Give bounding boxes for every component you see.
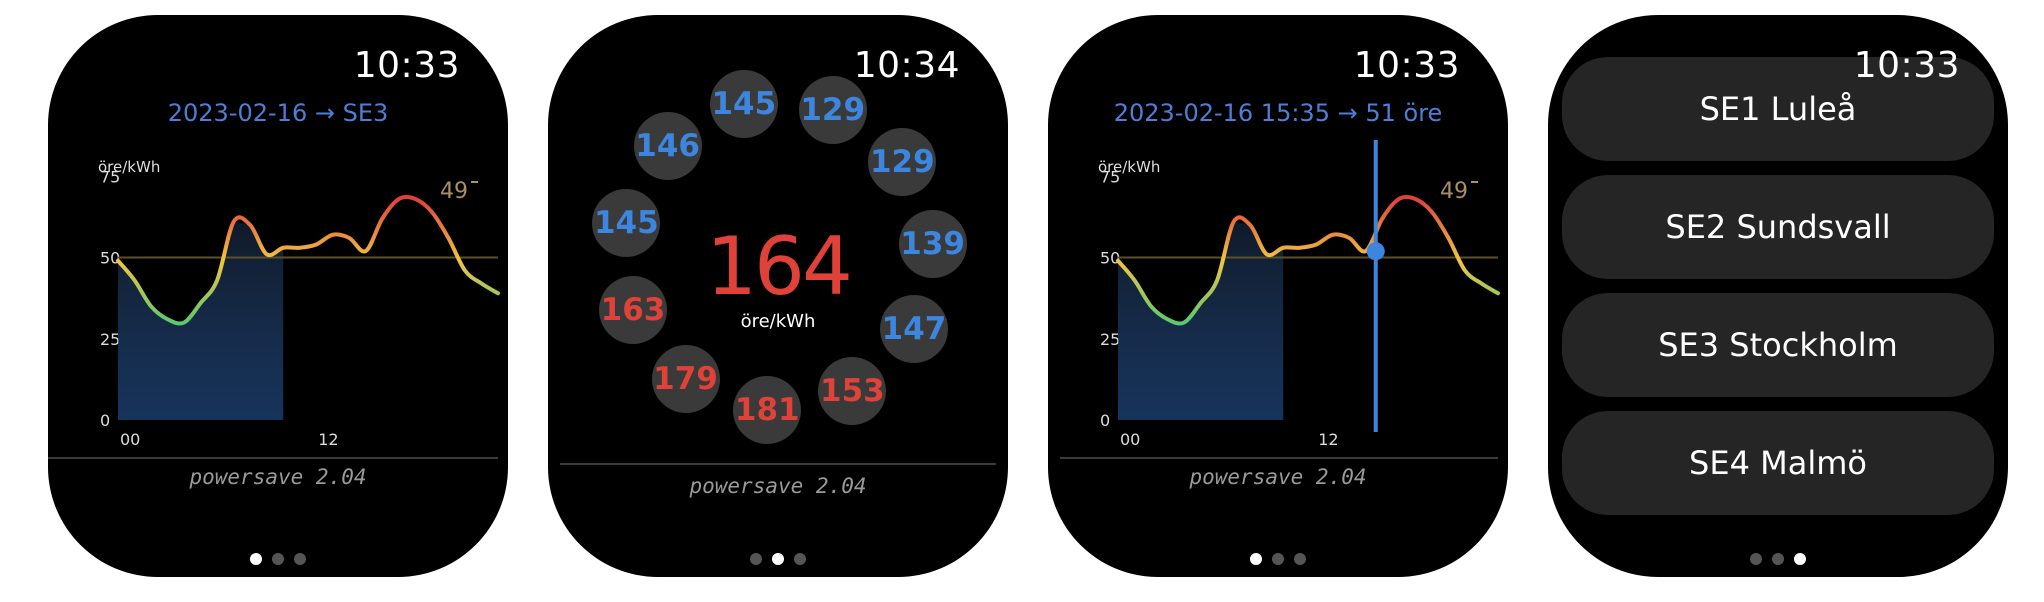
x-tick-label: 12 <box>1318 430 1338 449</box>
region-button-se1[interactable]: SE1 Luleå <box>1562 57 1994 161</box>
region-button-se2[interactable]: SE2 Sundsvall <box>1562 175 1994 279</box>
page-dot-3 <box>1294 553 1306 565</box>
page-dot-2 <box>1772 553 1784 565</box>
price-chart[interactable]: öre/kWh 0 25 50 75 00 12 49 <box>58 140 508 460</box>
page-dot-3 <box>794 553 806 565</box>
hour-price-bubble: 145 <box>709 69 778 138</box>
y-tick-label: 50 <box>100 249 120 268</box>
current-price: 164 <box>706 220 853 313</box>
clock: 10:33 <box>1853 45 1960 86</box>
hour-price-bubble: 145 <box>592 188 661 257</box>
x-tick-label: 12 <box>318 430 338 449</box>
clock: 10:33 <box>353 45 460 86</box>
watch-screen-chart: 10:33 2023-02-16 → SE3 öre/kWh 0 25 50 75 00 1… <box>48 15 508 577</box>
price-chart[interactable]: öre/kWh 0 25 50 75 00 12 49 <box>1058 140 1508 460</box>
y-tick-label: 75 <box>1100 167 1120 186</box>
page-dot-3 <box>294 553 306 565</box>
price-line <box>116 194 500 326</box>
hour-price-bubble: 147 <box>880 295 949 364</box>
past-hours-area <box>1118 221 1284 420</box>
hour-price-bubble: 163 <box>599 275 668 344</box>
app-version-footer: powersave 2.04 <box>189 465 367 489</box>
x-tick-label: 00 <box>1120 430 1140 449</box>
page-dot-3 <box>1794 553 1806 565</box>
max-price-label: 49 <box>440 179 468 204</box>
chart-subtitle: 2023-02-16 15:35 → 51 öre <box>1113 99 1443 127</box>
hour-price-bubble: 129 <box>868 128 937 197</box>
chart-subtitle: 2023-02-16 → SE3 <box>167 99 389 127</box>
page-dot-2 <box>272 553 284 565</box>
page-indicator <box>1048 553 1508 565</box>
divider <box>560 463 996 465</box>
watch-screen-chart-cursor: 10:33 2023-02-16 15:35 → 51 öre öre/kWh 0… <box>1048 15 1508 577</box>
page-indicator <box>48 553 508 565</box>
hour-price-bubble: 129 <box>798 75 867 144</box>
y-tick-label: 25 <box>100 330 120 349</box>
watch-screen-hours: 10:34 129 129 139 147 153 181 179 163 145 146 145 … <box>548 15 1008 577</box>
hour-price-bubble: 146 <box>633 112 702 181</box>
page-dot-2 <box>772 553 784 565</box>
hour-price-bubble: 179 <box>651 345 720 414</box>
cursor-point <box>1366 242 1385 261</box>
app-version-footer: powersave 2.04 <box>1189 465 1367 489</box>
y-tick-label: 75 <box>100 167 120 186</box>
page-dot-1 <box>250 553 262 565</box>
clock: 10:33 <box>1353 45 1460 86</box>
page-dot-1 <box>1250 553 1262 565</box>
current-price-unit: öre/kWh <box>740 311 816 332</box>
y-tick-label: 25 <box>1100 330 1120 349</box>
y-tick-label: 0 <box>100 411 110 430</box>
hour-price-bubble: 153 <box>818 356 887 425</box>
x-tick-label: 00 <box>120 430 140 449</box>
page-indicator <box>548 553 1008 565</box>
max-price-label: 49 <box>1440 179 1468 204</box>
divider <box>1060 457 1498 459</box>
region-button-se3[interactable]: SE3 Stockholm <box>1562 293 1994 397</box>
page-indicator <box>1548 553 2008 565</box>
page-dot-1 <box>1750 553 1762 565</box>
region-button-se4[interactable]: SE4 Malmö <box>1562 411 1994 515</box>
y-tick-label: 0 <box>1100 411 1110 430</box>
price-line <box>1116 194 1500 326</box>
page-dot-2 <box>1272 553 1284 565</box>
hour-price-bubble: 139 <box>898 210 967 279</box>
y-axis-label: öre/kWh <box>1098 158 1160 176</box>
app-version-footer: powersave 2.04 <box>689 474 867 498</box>
y-axis-label: öre/kWh <box>98 158 160 176</box>
clock: 10:34 <box>853 45 960 86</box>
page-dot-1 <box>750 553 762 565</box>
past-hours-area <box>118 221 284 420</box>
y-tick-label: 50 <box>1100 249 1120 268</box>
watch-screen-regions: SE1 Luleå SE2 Sundsvall SE3 Stockholm SE… <box>1548 15 2008 577</box>
divider <box>48 457 498 459</box>
hour-price-bubble: 181 <box>733 375 802 444</box>
